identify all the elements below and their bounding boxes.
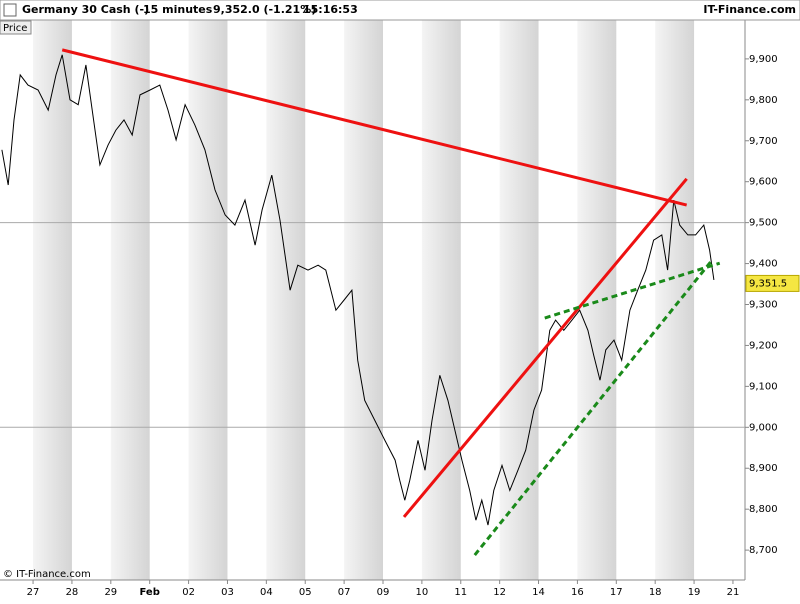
y-tick-label: 9,200 [749,340,778,351]
x-tick-label: 19 [688,587,701,598]
x-tick-label: 03 [221,587,234,598]
y-tick-label: 9,100 [749,381,778,392]
x-tick-label: 18 [649,587,662,598]
x-tick-label: 17 [610,587,623,598]
day-band [110,20,150,580]
day-band [344,20,383,580]
day-band [188,20,228,580]
x-tick-label: 12 [493,587,506,598]
day-band [421,20,461,580]
brand: IT-Finance.com [703,3,796,16]
y-tick-label: 9,600 [749,177,778,188]
y-tick-label: 8,700 [749,545,778,556]
x-tick-label: 16 [571,587,584,598]
footer: © IT-Finance.com [3,569,91,580]
trendline [61,48,688,207]
x-tick-label: Feb [140,587,160,598]
last-value-tag [745,274,800,292]
y-tick-label: 9,000 [749,422,778,433]
last-value-label: 9,351.5 [749,278,787,289]
menu-icon[interactable] [3,3,17,17]
x-tick-label: 04 [260,587,273,598]
day-band [33,20,72,580]
interval: 15 minutes [143,3,213,16]
day-band [655,20,695,580]
price-line [1,54,715,526]
y-tick-label: 9,900 [749,54,778,65]
trendline [473,259,714,556]
trendline [402,177,688,518]
y-tick-label: 9,400 [749,259,778,270]
day-band [577,20,617,580]
header-bar [0,0,800,21]
x-tick-label: 05 [299,587,312,598]
x-tick-label: 28 [66,587,79,598]
time: 15:16:53 [303,3,358,16]
x-tick-label: 21 [727,587,740,598]
panel-label: Price [3,23,27,34]
y-tick-label: 8,800 [749,504,778,515]
instrument: Germany 30 Cash (-) [22,3,149,16]
x-tick-label: 02 [182,587,195,598]
y-tick-label: 9,500 [749,218,778,229]
day-band [266,20,306,580]
quote: 9,352.0 (-1.21%) [213,3,316,16]
x-tick-label: 29 [104,587,117,598]
x-tick-label: 10 [416,587,429,598]
y-tick-label: 9,800 [749,95,778,106]
x-tick-label: 07 [338,587,351,598]
trendline [544,261,721,320]
y-tick-label: 9,300 [749,300,778,311]
day-band [499,20,539,580]
panel-label-box [0,20,32,35]
y-tick-label: 9,700 [749,136,778,147]
x-tick-label: 11 [454,587,467,598]
y-tick-label: 8,900 [749,463,778,474]
x-tick-label: 14 [532,587,545,598]
x-tick-label: 27 [27,587,40,598]
x-tick-label: 09 [377,587,390,598]
